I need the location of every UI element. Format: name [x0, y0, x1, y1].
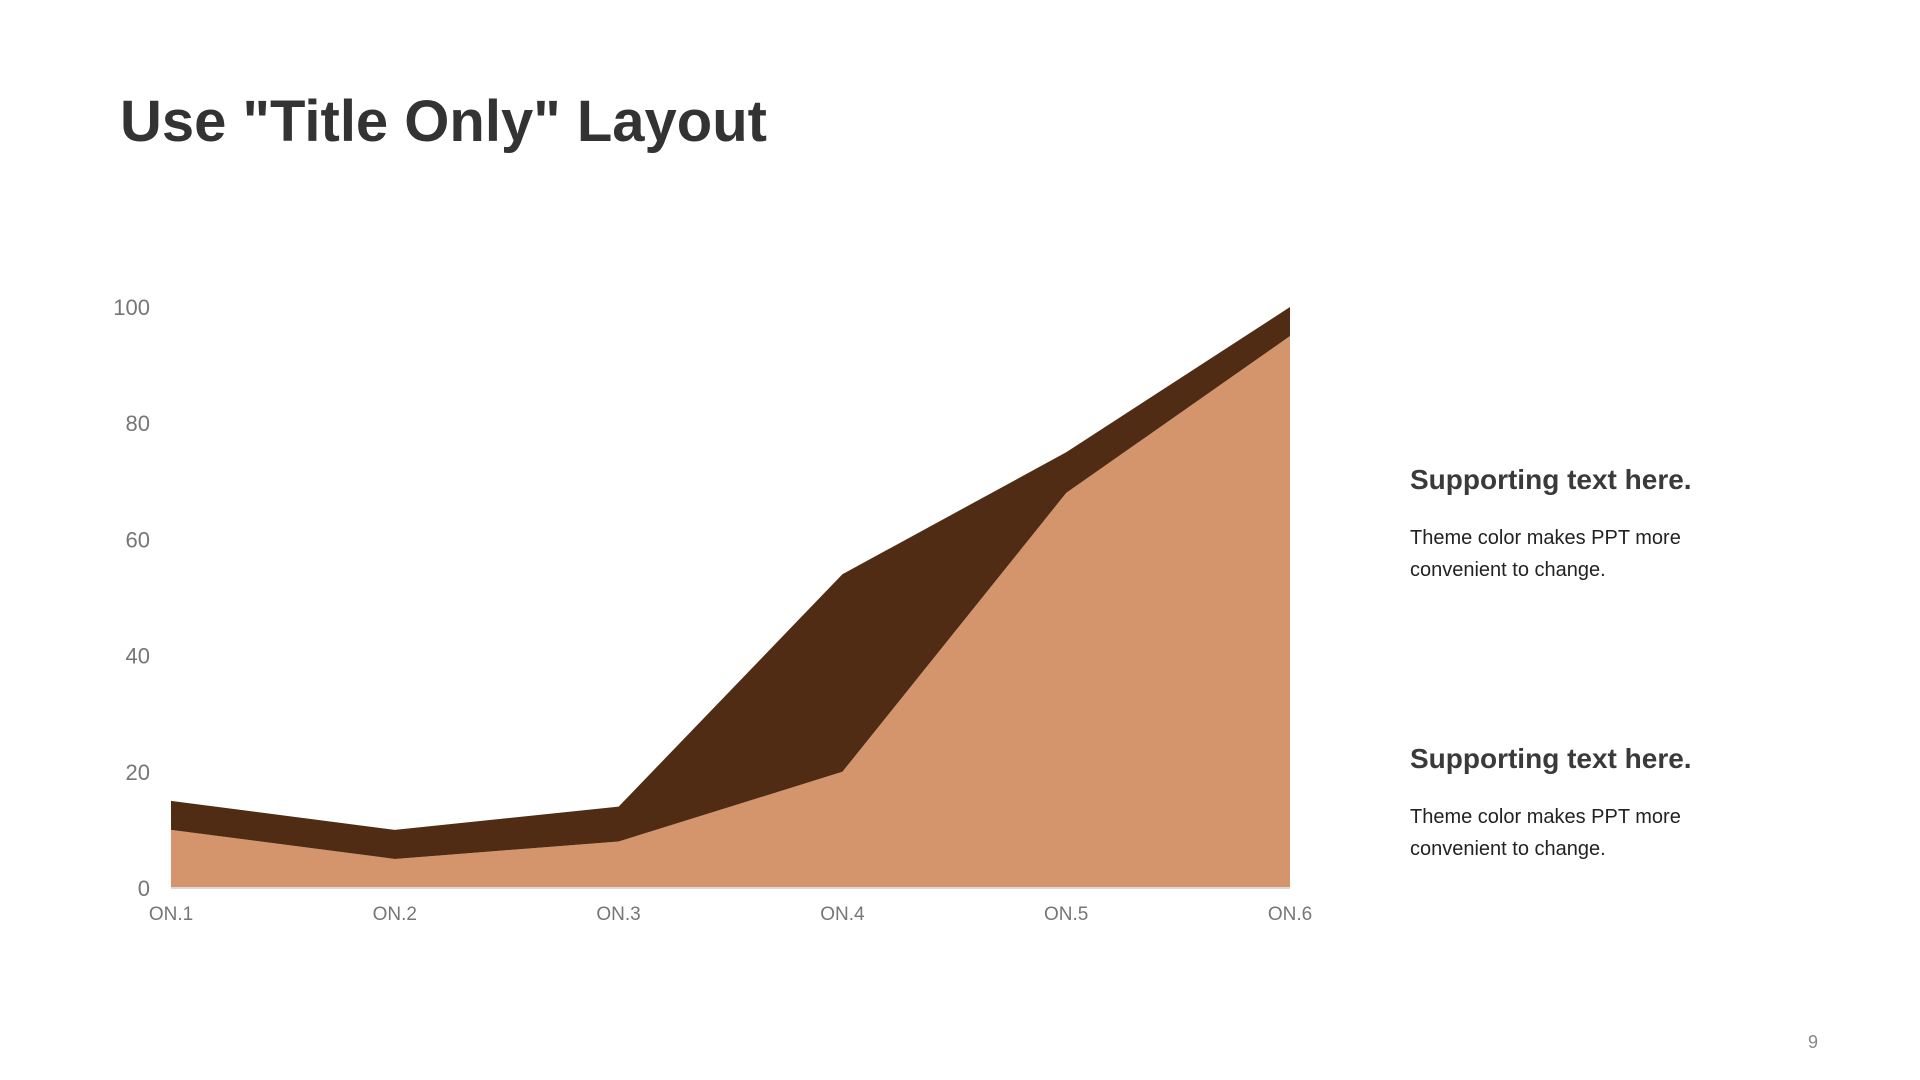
- x-tick-label: ON.3: [596, 904, 640, 925]
- supporting-heading-1: Supporting text here.: [1410, 464, 1692, 495]
- y-tick-label: 60: [126, 527, 150, 552]
- x-tick-label: ON.2: [373, 904, 417, 925]
- y-tick-label: 0: [138, 876, 150, 901]
- y-tick-label: 80: [126, 411, 150, 436]
- y-tick-label: 20: [126, 760, 150, 785]
- y-tick-label: 40: [126, 644, 150, 669]
- supporting-body-2: Theme color makes PPT more convenient to…: [1410, 806, 1681, 860]
- area-series-2: [171, 307, 1290, 859]
- page-number: 9: [1808, 1032, 1819, 1052]
- x-tick-label: ON.1: [149, 904, 193, 925]
- x-tick-label: ON.4: [820, 904, 865, 925]
- x-tick-label: ON.5: [1044, 904, 1088, 925]
- chart-areas: [171, 307, 1290, 888]
- supporting-body-1: Theme color makes PPT more convenient to…: [1410, 527, 1681, 581]
- supporting-heading-2: Supporting text here.: [1410, 743, 1692, 774]
- y-tick-label: 100: [113, 295, 150, 320]
- x-tick-label: ON.6: [1268, 904, 1312, 925]
- slide-title: Use "Title Only" Layout: [120, 89, 767, 154]
- y-tick-labels: 0 20 40 60 80 100: [113, 295, 150, 901]
- x-tick-labels: ON.1 ON.2 ON.3 ON.4 ON.5 ON.6: [149, 904, 1312, 925]
- area-series-1: [171, 336, 1290, 888]
